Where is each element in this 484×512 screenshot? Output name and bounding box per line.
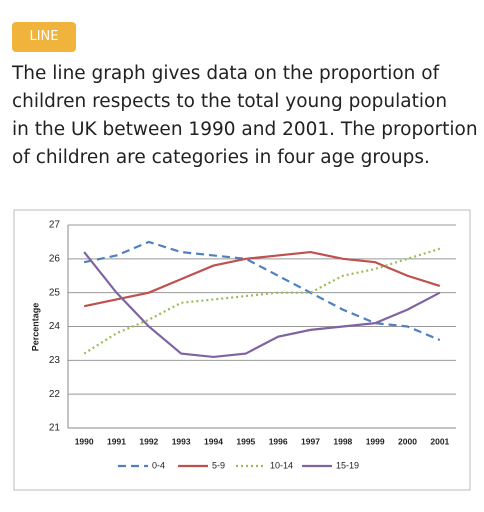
y-tick-label: 21 xyxy=(49,423,61,434)
series-line xyxy=(83,251,441,359)
description-line: of children are categories in four age g… xyxy=(12,147,430,168)
y-tick-label: 24 xyxy=(49,321,61,332)
y-tick-label: 22 xyxy=(49,389,61,400)
series-line xyxy=(83,250,441,308)
description-line: in the UK between 1990 and 2001. The pro… xyxy=(12,119,478,140)
x-tick-label: 1996 xyxy=(269,436,288,446)
series-line xyxy=(83,240,441,342)
x-tick-label: 1999 xyxy=(366,436,385,446)
x-tick-label: 1993 xyxy=(172,436,191,446)
x-tick-label: 2000 xyxy=(398,436,417,446)
series-line xyxy=(83,247,441,355)
legend-label: 15-19 xyxy=(336,460,359,470)
legend-label: 5-9 xyxy=(212,460,225,470)
x-tick-label: 2001 xyxy=(430,436,449,446)
chart-frame xyxy=(13,209,471,491)
x-tick-label: 1997 xyxy=(301,436,320,446)
y-tick-label: 25 xyxy=(49,287,61,298)
tag: LINE xyxy=(12,22,76,52)
legend-label: 0-4 xyxy=(152,460,165,470)
y-tick-label: 27 xyxy=(49,220,61,231)
x-tick-label: 1990 xyxy=(75,436,94,446)
legend-label: 10-14 xyxy=(270,460,293,470)
description-line: The line graph gives data on the proport… xyxy=(12,63,440,84)
x-tick-label: 1992 xyxy=(139,436,158,446)
y-tick-label: 26 xyxy=(49,253,61,264)
description: The line graph gives data on the proport… xyxy=(12,60,478,172)
x-tick-label: 1995 xyxy=(236,436,255,446)
x-tick-label: 1991 xyxy=(107,436,126,446)
x-tick-label: 1998 xyxy=(333,436,352,446)
y-axis-label: Percentage xyxy=(30,303,40,352)
y-tick-label: 23 xyxy=(49,355,61,366)
x-tick-label: 1994 xyxy=(204,436,223,446)
description-line: children respects to the total young pop… xyxy=(12,91,448,112)
